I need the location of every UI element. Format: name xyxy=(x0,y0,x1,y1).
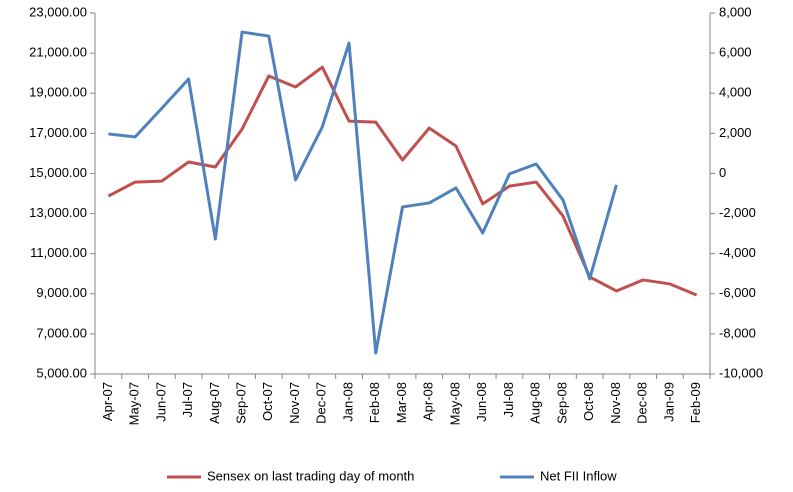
y-tick-label: 13,000.00 xyxy=(29,205,87,220)
x-tick-label: Dec-07 xyxy=(314,382,329,424)
x-tick-label: Nov-07 xyxy=(287,382,302,424)
x-tick-label: Dec-08 xyxy=(635,382,650,424)
y-tick-label: 11,000.00 xyxy=(30,245,87,260)
x-tick-label: Aug-07 xyxy=(207,382,222,424)
x-tick-label: Feb-08 xyxy=(367,382,382,423)
y2-tick-label: 6,000 xyxy=(719,45,752,60)
series-line xyxy=(107,65,698,297)
x-tick-label: Mar-08 xyxy=(394,382,409,423)
y2-tick-label: 4,000 xyxy=(719,85,752,100)
y2-tick-label: -2,000 xyxy=(719,205,756,220)
y-tick-label: 15,000.00 xyxy=(29,165,87,180)
y-tick-label: 21,000.00 xyxy=(29,45,87,60)
x-tick-label: Jul-08 xyxy=(501,382,516,417)
y-tick-label: 23,000.00 xyxy=(29,4,87,19)
y2-tick-label: 0 xyxy=(719,165,726,180)
x-tick-label: Jun-07 xyxy=(153,382,168,422)
x-tick-label: Feb-09 xyxy=(688,382,703,423)
x-tick-label: Oct-07 xyxy=(260,382,275,421)
y2-tick-label: -6,000 xyxy=(719,285,756,300)
x-tick-label: Nov-08 xyxy=(608,382,623,424)
legend-label: Sensex on last trading day of month xyxy=(207,468,414,483)
y-tick-label: 9,000.00 xyxy=(36,285,87,300)
x-tick-label: Jan-08 xyxy=(340,382,355,422)
y-tick-label: 5,000.00 xyxy=(36,365,87,380)
y2-tick-label: 8,000 xyxy=(719,4,752,19)
y2-tick-label: -4,000 xyxy=(719,245,756,260)
x-tick-label: Sep-07 xyxy=(234,382,249,424)
y-tick-label: 19,000.00 xyxy=(29,85,87,100)
y-tick-label: 17,000.00 xyxy=(29,125,87,140)
x-tick-label: Jun-08 xyxy=(474,382,489,422)
y-tick-label: 7,000.00 xyxy=(36,325,87,340)
y2-tick-label: -8,000 xyxy=(719,325,756,340)
x-tick-label: Jan-09 xyxy=(661,382,676,422)
x-tick-label: Apr-08 xyxy=(421,382,436,421)
x-tick-label: Apr-07 xyxy=(100,382,115,421)
legend-label: Net FII Inflow xyxy=(540,468,617,483)
x-tick-label: Oct-08 xyxy=(581,382,596,421)
y2-tick-label: -10,000 xyxy=(719,365,763,380)
x-tick-label: May-08 xyxy=(447,382,462,425)
y2-tick-label: 2,000 xyxy=(719,125,752,140)
x-tick-label: Aug-08 xyxy=(528,382,543,424)
x-tick-label: Jul-07 xyxy=(180,382,195,417)
x-tick-label: Sep-08 xyxy=(554,382,569,424)
series-line xyxy=(108,30,618,355)
x-tick-label: May-07 xyxy=(127,382,142,425)
